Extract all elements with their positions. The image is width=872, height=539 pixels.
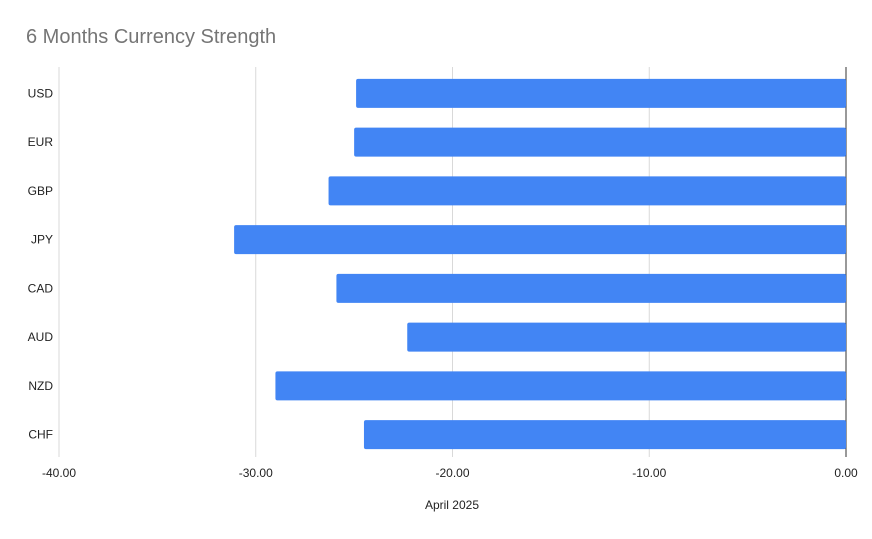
- x-axis-label: April 2025: [425, 498, 479, 512]
- bar-gbp: [328, 176, 846, 206]
- bar-usd: [356, 78, 846, 108]
- x-tick-label: -30.00: [239, 466, 273, 480]
- x-tick-label: -40.00: [42, 466, 76, 480]
- category-label-aud: AUD: [28, 330, 54, 344]
- x-tick-labels: -40.00 -30.00 -20.00 -10.00 0.00: [42, 466, 858, 480]
- category-label-nzd: NZD: [28, 379, 53, 393]
- bar-jpy: [234, 225, 847, 255]
- bar-eur: [354, 127, 846, 157]
- category-label-cad: CAD: [28, 281, 54, 295]
- x-tick-label: -20.00: [435, 466, 469, 480]
- category-label-usd: USD: [28, 86, 54, 100]
- x-tick-label: 0.00: [834, 466, 858, 480]
- category-label-chf: CHF: [28, 428, 53, 442]
- bars: [234, 78, 847, 450]
- x-tick-label: -10.00: [632, 466, 666, 480]
- chart-title: 6 Months Currency Strength: [26, 26, 277, 48]
- bar-cad: [336, 273, 846, 303]
- bar-nzd: [275, 371, 846, 401]
- category-label-gbp: GBP: [28, 184, 53, 198]
- category-labels: USD EUR GBP JPY CAD AUD NZD CHF: [28, 86, 54, 441]
- category-label-jpy: JPY: [31, 233, 53, 247]
- bar-aud: [407, 322, 846, 352]
- category-label-eur: EUR: [28, 135, 54, 149]
- bar-chf: [363, 420, 846, 450]
